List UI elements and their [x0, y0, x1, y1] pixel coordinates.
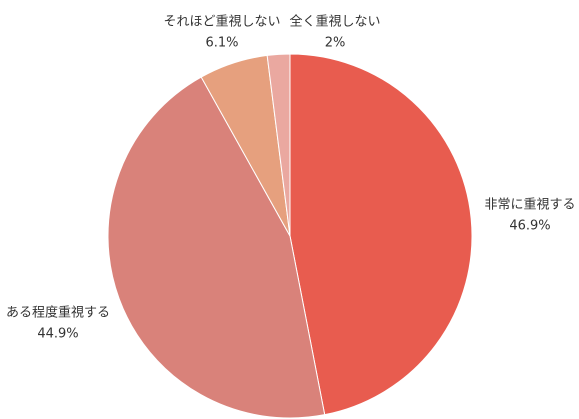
pie-slice — [266, 53, 291, 237]
slice-label: ある程度重視する — [6, 305, 110, 321]
pie-slice — [289, 53, 473, 416]
slice-label: 全く重視しない — [289, 14, 380, 30]
slice-label: 非常に重視する — [484, 197, 575, 213]
slice-value-label: 44.9% — [37, 327, 78, 342]
slice-label: それほど重視しない — [163, 14, 280, 30]
pie-slice — [107, 76, 326, 419]
slice-value-label: 2% — [325, 36, 346, 51]
slice-value-label: 6.1% — [205, 36, 238, 51]
slice-value-label: 46.9% — [509, 219, 550, 234]
